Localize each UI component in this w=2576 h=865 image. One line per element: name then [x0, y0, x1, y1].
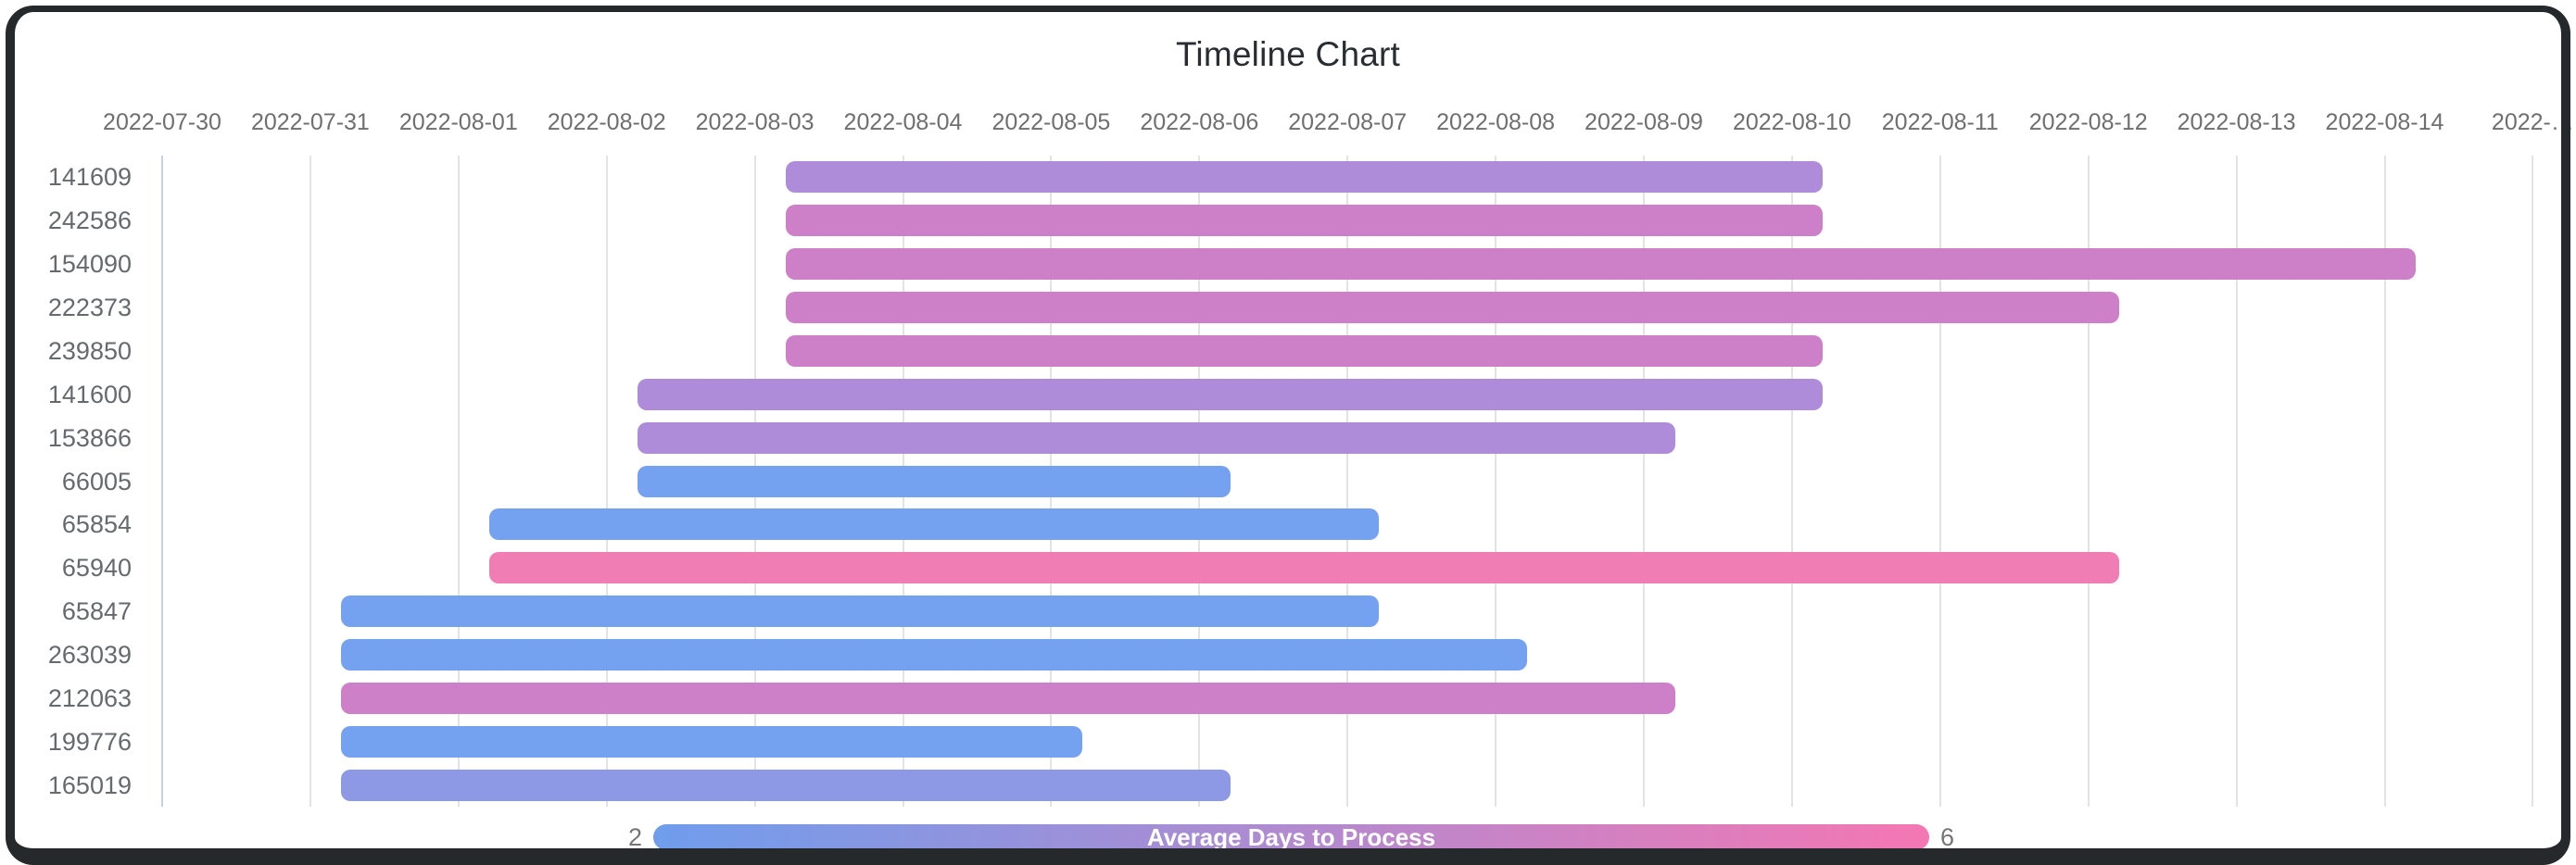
timeline-bar[interactable] — [786, 292, 2120, 324]
x-axis-tick-label: 2022-… — [2491, 109, 2574, 135]
gridline — [2383, 156, 2386, 807]
y-axis-row-label: 212063 — [47, 683, 132, 712]
gridline — [605, 156, 608, 807]
y-axis-row-label: 222373 — [47, 294, 132, 322]
y-axis-row-label: 199776 — [47, 727, 132, 756]
timeline-bar[interactable] — [786, 161, 1824, 194]
x-axis-tick-label: 2022-08-12 — [2028, 109, 2148, 135]
x-axis-tick-label: 2022-07-31 — [250, 109, 370, 135]
y-axis-row-label: 141609 — [47, 163, 132, 192]
x-axis-tick-label: 2022-08-08 — [1436, 109, 1556, 135]
x-axis-tick-label: 2022-07-30 — [103, 109, 221, 135]
gridline — [1938, 156, 1941, 807]
y-axis-row-label: 65854 — [61, 510, 132, 539]
gridline — [1790, 156, 1793, 807]
timeline-bar[interactable] — [489, 508, 1379, 541]
x-axis-tick-label: 2022-08-09 — [1585, 109, 1703, 135]
timeline-bar[interactable] — [786, 334, 1824, 367]
chart-title: Timeline Chart — [1176, 35, 1400, 73]
timeline-bar[interactable] — [638, 421, 1675, 454]
x-axis-tick-label: 2022-08-05 — [991, 109, 1111, 135]
x-axis-tick-label: 2022-08-03 — [695, 109, 814, 135]
x-axis-tick-label: 2022-08-02 — [547, 109, 666, 135]
timeline-bar[interactable] — [341, 682, 1675, 714]
gridline — [1643, 156, 1645, 807]
gridline — [309, 156, 311, 807]
x-axis-tick-label: 2022-08-01 — [398, 109, 518, 135]
timeline-bar[interactable] — [638, 378, 1824, 410]
gridline — [161, 156, 163, 807]
timeline-bar[interactable] — [341, 725, 1082, 758]
gridline — [457, 156, 460, 807]
gridline — [1346, 156, 1349, 807]
legend-min-value: 2 — [627, 823, 642, 851]
y-axis-row-label: 154090 — [47, 250, 132, 279]
x-axis-tick-label: 2022-08-13 — [2177, 109, 2296, 135]
x-axis-tick-label: 2022-08-07 — [1288, 109, 1408, 135]
legend-gradient-bar: Average Days to Process — [653, 822, 1929, 851]
timeline-bar[interactable] — [786, 248, 2417, 281]
y-axis-row-label: 263039 — [47, 640, 132, 669]
y-axis-row-label: 153866 — [47, 423, 132, 452]
y-axis-row-label: 65940 — [61, 554, 132, 583]
x-axis-tick-label: 2022-08-14 — [2325, 109, 2444, 135]
timeline-bar[interactable] — [341, 595, 1379, 628]
timeline-bar[interactable] — [341, 769, 1231, 801]
legend-label: Average Days to Process — [1146, 822, 1436, 851]
x-axis: 2022-07-30 2022-07-31 2022-08-01 2022-08-02… — [0, 0, 2576, 156]
timeline-bar[interactable] — [638, 465, 1231, 497]
x-axis-tick-label: 2022-08-06 — [1140, 109, 1259, 135]
y-axis-row-label: 239850 — [47, 336, 132, 365]
y-axis-row-label: 165019 — [47, 771, 132, 799]
gridline — [2087, 156, 2090, 807]
timeline-bar[interactable] — [341, 638, 1527, 671]
y-axis-row-label: 242586 — [47, 207, 132, 235]
y-axis-row-label: 141600 — [47, 380, 132, 408]
y-axis-row-label: 66005 — [61, 467, 132, 495]
timeline-bar[interactable] — [786, 205, 1824, 237]
gridline — [2235, 156, 2238, 807]
y-axis-row-label: 65847 — [61, 597, 132, 626]
gridline — [1495, 156, 1497, 807]
timeline-bar[interactable] — [489, 552, 2120, 584]
x-axis-tick-label: 2022-08-10 — [1732, 109, 1851, 135]
legend-max-value: 6 — [1940, 823, 1955, 851]
x-axis-tick-label: 2022-08-11 — [1881, 109, 1999, 135]
x-axis-tick-label: 2022-08-04 — [843, 109, 963, 135]
gridline — [2532, 156, 2534, 807]
